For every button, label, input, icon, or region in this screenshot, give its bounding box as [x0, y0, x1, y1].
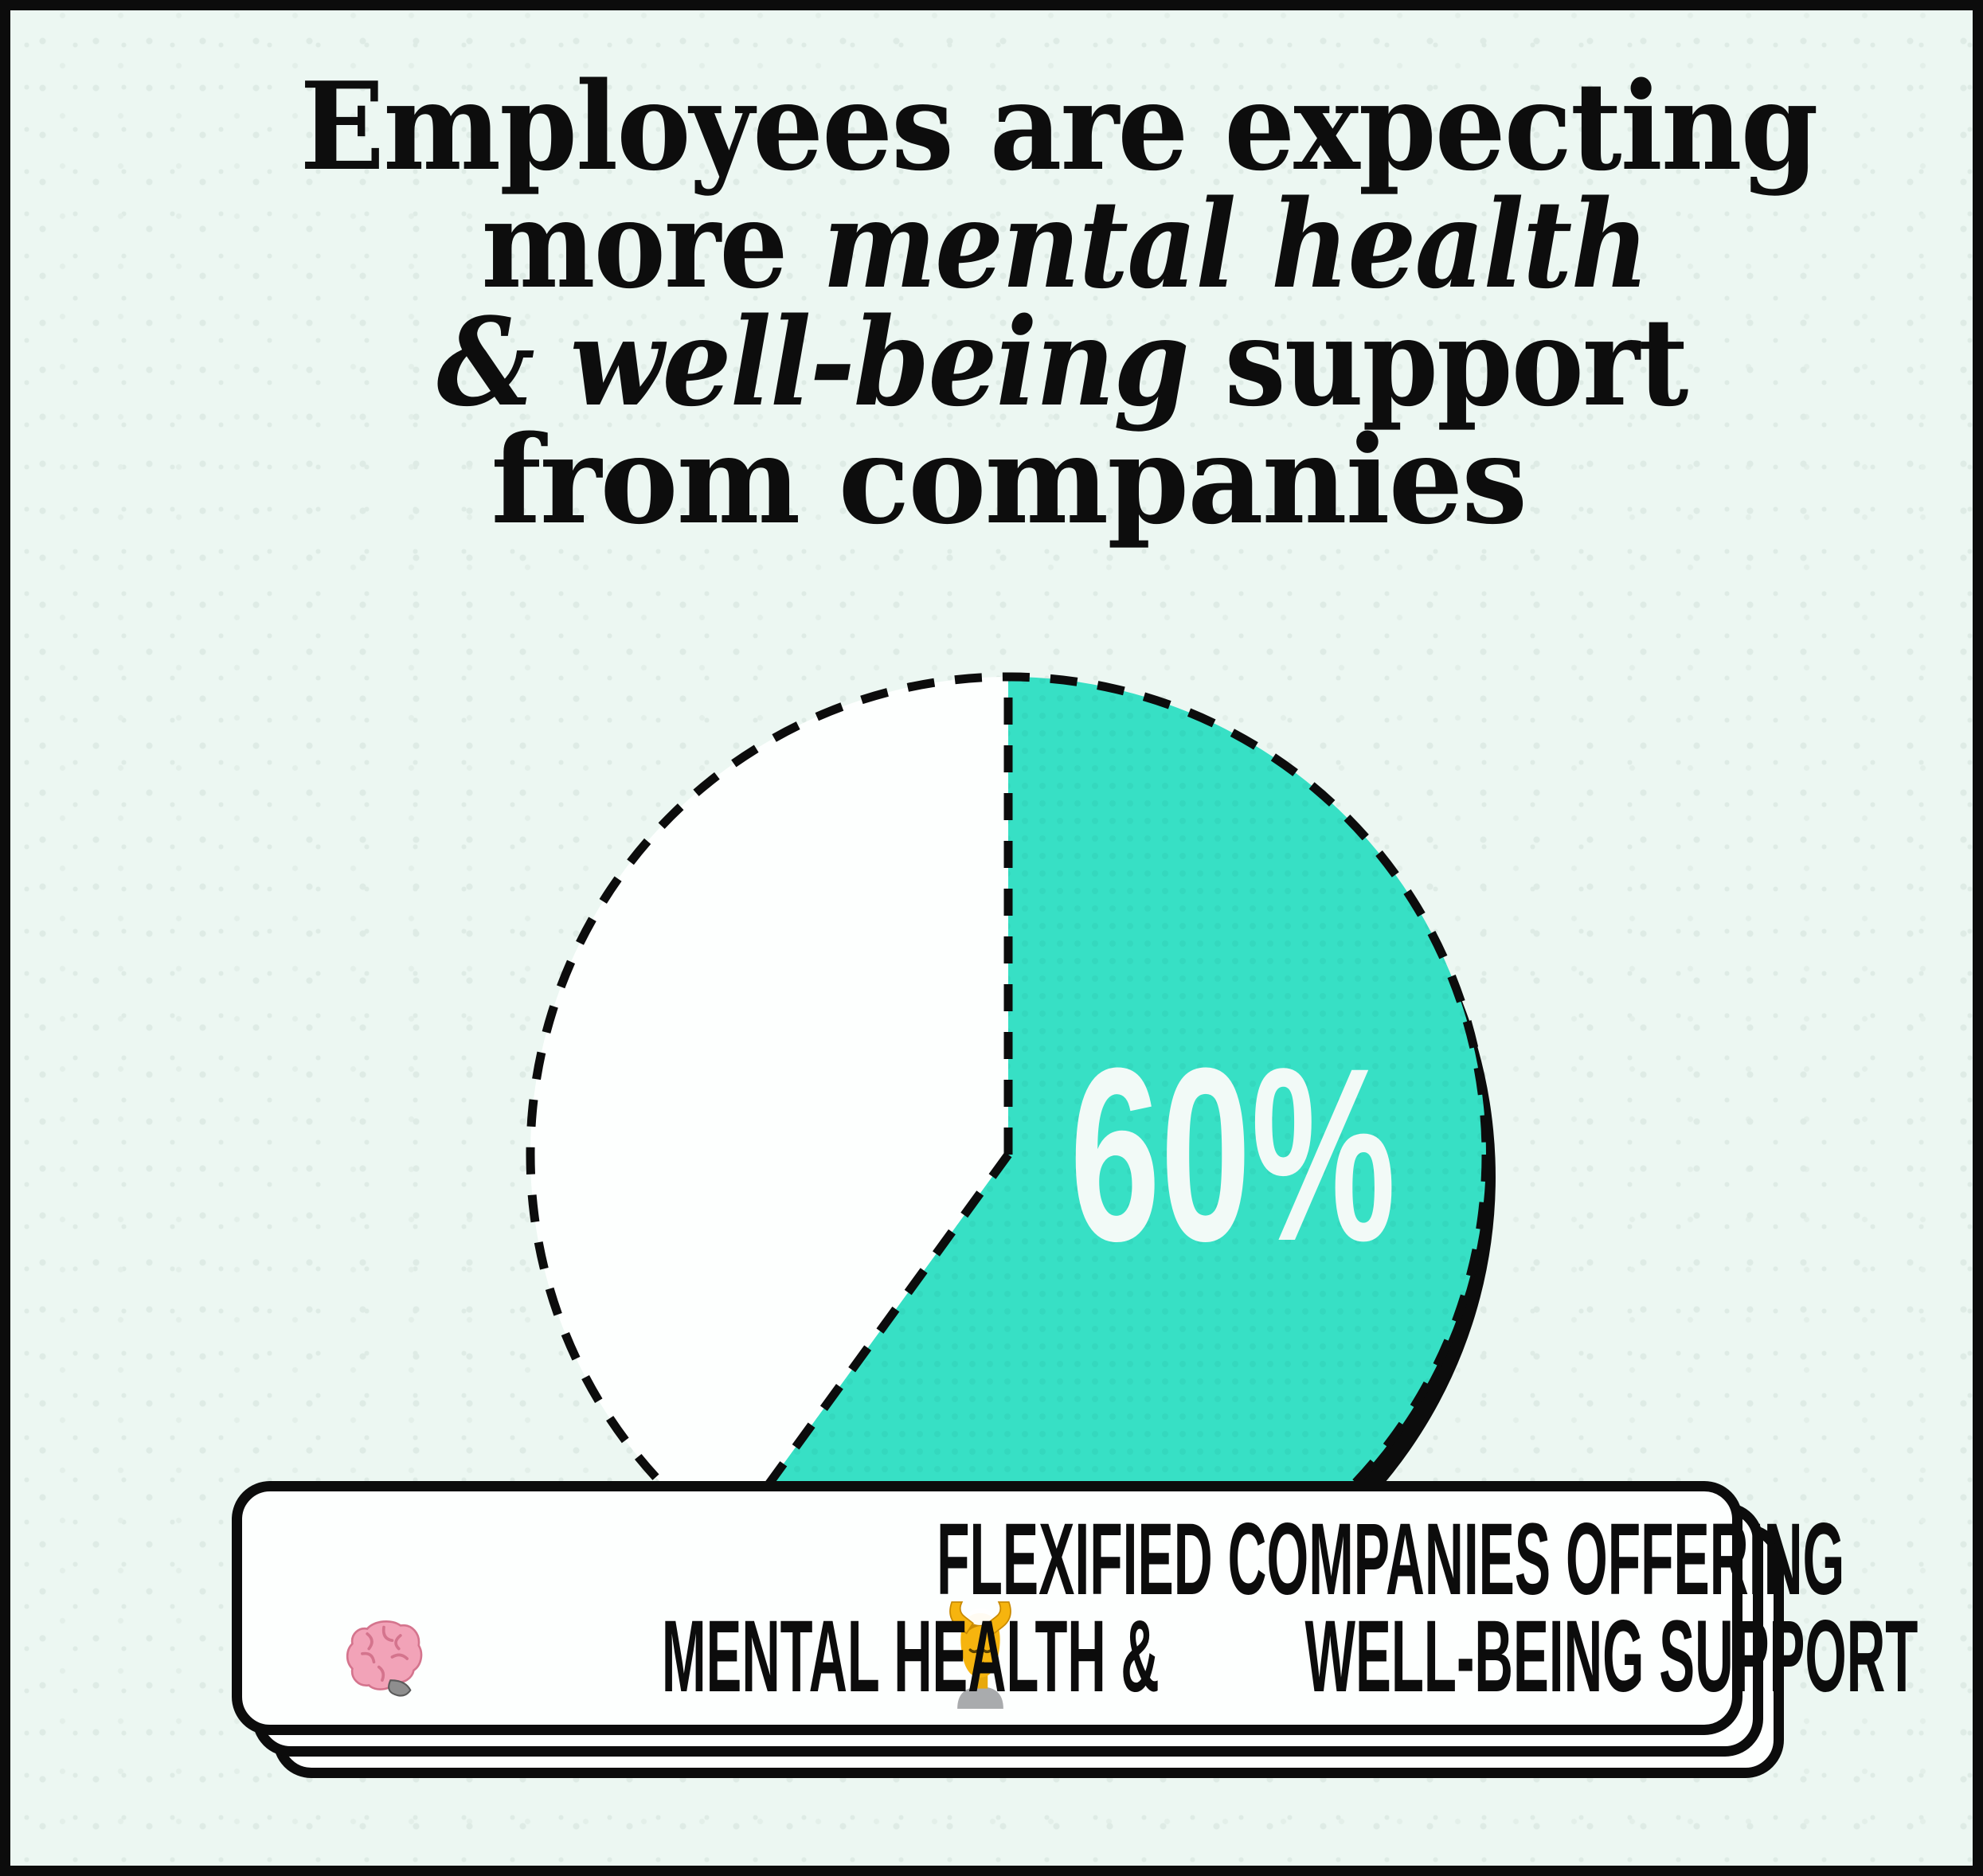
pie-slice-60-texture [727, 677, 1486, 1632]
caption-line-1: FLEXIFIED COMPANIES OFFERING [936, 1502, 1844, 1616]
caption-card-stack: FLEXIFIED COMPANIES OFFERING MENTAL HEAL… [232, 1481, 1918, 1778]
title-line-1: Employees are expecting [233, 66, 1818, 187]
title-line-2: more mental health [409, 184, 1649, 305]
title-line-4: from companies [474, 420, 1527, 541]
person-getting-massage-icon [949, 1600, 1011, 1709]
title-line-2-italic: mental health [822, 173, 1649, 315]
title-line-3-italic: & well-being [436, 291, 1225, 433]
title-line-3-bold: support [1224, 291, 1689, 433]
caption-card: FLEXIFIED COMPANIES OFFERING MENTAL HEAL… [232, 1481, 1918, 1735]
pie-dashed-outline [526, 672, 1491, 1637]
caption-line-2-right: WELL-BEING SUPPORT [1304, 1599, 1918, 1714]
pie-chart: 60% [526, 672, 1496, 1655]
caption-line-2-left: MENTAL HEALTH & [661, 1599, 1160, 1714]
page-title: Employees are expecting more mental heal… [10, 66, 1973, 541]
caption-row-2: MENTAL HEALTH & WELL-BEING SUPPORT [333, 1599, 1918, 1714]
pie-radius-216deg [723, 1151, 1012, 1544]
caption-row-1: FLEXIFIED COMPANIES OFFERING [534, 1508, 1844, 1610]
pie-slice-40 [530, 677, 1008, 1542]
title-line-2-bold: more [480, 173, 823, 315]
title-line-1-text: Employees are expecting [299, 55, 1818, 197]
brain-icon [346, 1620, 423, 1697]
pie-percentage-label: 60% [1070, 1016, 1396, 1292]
title-line-4-text: from companies [491, 408, 1527, 551]
title-line-3: & well-being support [366, 302, 1689, 423]
